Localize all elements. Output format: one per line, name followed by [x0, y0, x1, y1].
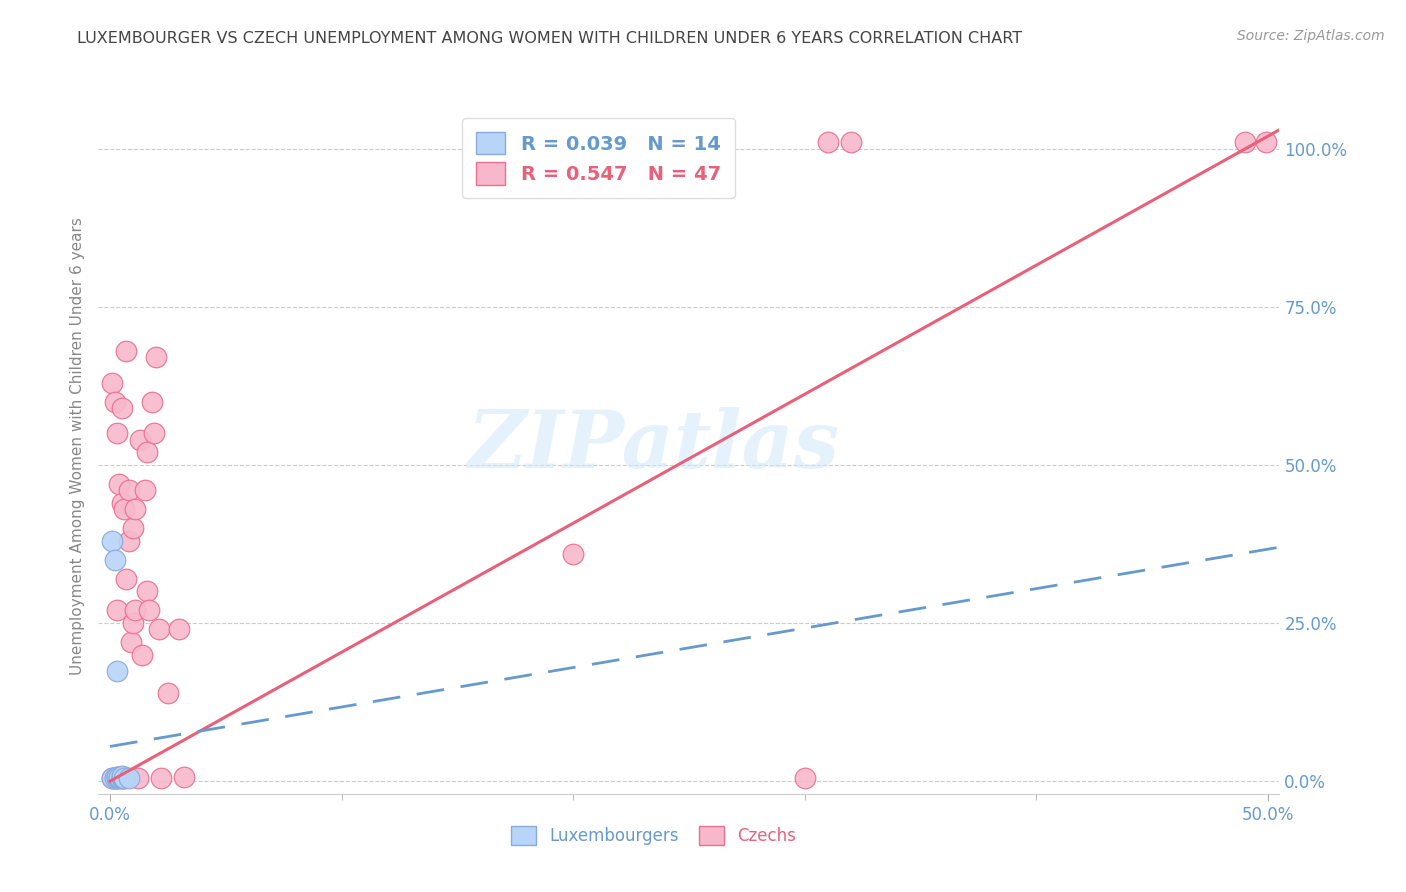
Point: [124, 603, 146, 617]
Point: [148, 623, 170, 637]
Point: [169, 623, 191, 637]
Point: [108, 770, 131, 784]
Point: [101, 376, 124, 390]
Point: [143, 426, 166, 441]
Point: [117, 483, 139, 498]
Point: [117, 533, 139, 548]
Point: [110, 496, 132, 510]
Point: [110, 769, 132, 783]
Point: [127, 771, 149, 785]
Point: [115, 344, 138, 359]
Point: [110, 771, 132, 785]
Point: [173, 770, 195, 784]
Point: [117, 771, 139, 785]
Point: [112, 502, 135, 516]
Point: [105, 426, 128, 441]
Point: [124, 502, 146, 516]
Point: [156, 686, 179, 700]
Point: [145, 351, 167, 365]
Point: [136, 445, 159, 459]
Point: [105, 771, 128, 785]
Point: [104, 771, 127, 785]
Point: [134, 483, 156, 498]
Point: [105, 771, 128, 785]
Legend: Luxembourgers, Czechs: Luxembourgers, Czechs: [505, 819, 803, 852]
Point: [115, 572, 138, 586]
Point: [110, 771, 132, 785]
Point: [110, 771, 132, 785]
Point: [112, 771, 135, 785]
Point: [112, 771, 135, 785]
Point: [101, 771, 124, 785]
Point: [562, 547, 585, 561]
Point: [104, 394, 127, 409]
Point: [110, 401, 132, 415]
Point: [122, 616, 145, 631]
Point: [817, 136, 839, 150]
Point: [110, 771, 132, 785]
Point: [101, 771, 124, 785]
Text: LUXEMBOURGER VS CZECH UNEMPLOYMENT AMONG WOMEN WITH CHILDREN UNDER 6 YEARS CORRE: LUXEMBOURGER VS CZECH UNEMPLOYMENT AMONG…: [77, 31, 1022, 46]
Point: [104, 553, 127, 567]
Point: [136, 584, 159, 599]
Point: [129, 433, 152, 447]
Point: [138, 603, 160, 617]
Point: [149, 771, 172, 785]
Point: [101, 533, 124, 548]
Point: [839, 136, 862, 150]
Point: [141, 394, 163, 409]
Point: [105, 771, 128, 785]
Point: [105, 603, 128, 617]
Point: [122, 521, 145, 535]
Point: [108, 771, 131, 785]
Point: [120, 635, 142, 649]
Text: Source: ZipAtlas.com: Source: ZipAtlas.com: [1237, 29, 1385, 43]
Point: [112, 771, 135, 785]
Point: [793, 771, 815, 785]
Y-axis label: Unemployment Among Women with Children Under 6 years: Unemployment Among Women with Children U…: [69, 217, 84, 675]
Point: [105, 771, 128, 785]
Point: [104, 771, 127, 785]
Point: [108, 477, 131, 491]
Point: [1254, 136, 1277, 150]
Text: ZIPatlas: ZIPatlas: [467, 408, 839, 484]
Point: [131, 648, 153, 662]
Point: [108, 771, 131, 785]
Point: [105, 664, 128, 678]
Point: [1233, 136, 1256, 150]
